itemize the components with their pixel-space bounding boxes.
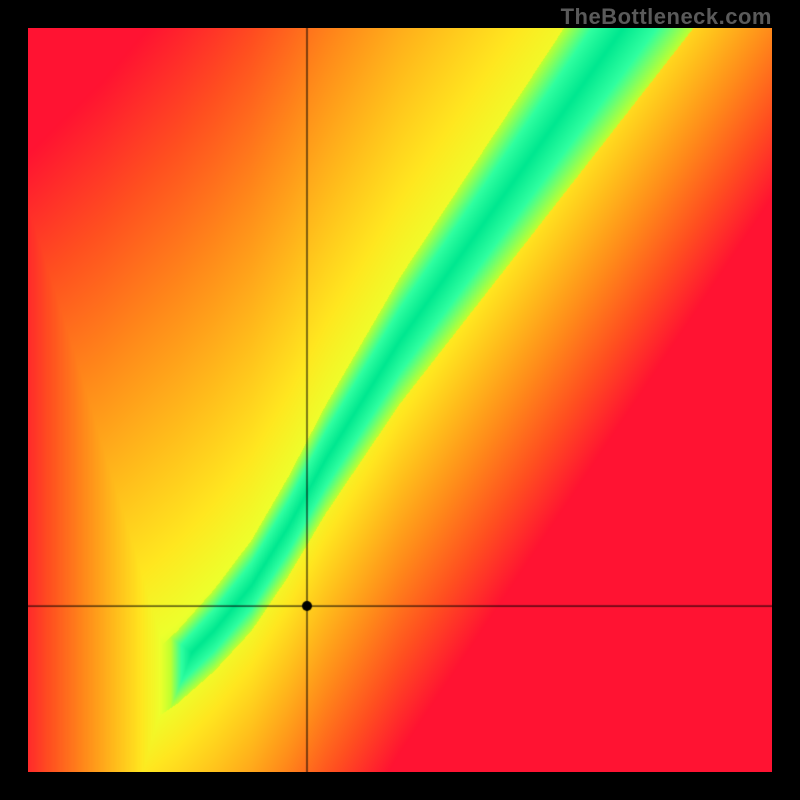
watermark-text: TheBottleneck.com (561, 4, 772, 30)
bottleneck-heatmap (28, 28, 772, 772)
